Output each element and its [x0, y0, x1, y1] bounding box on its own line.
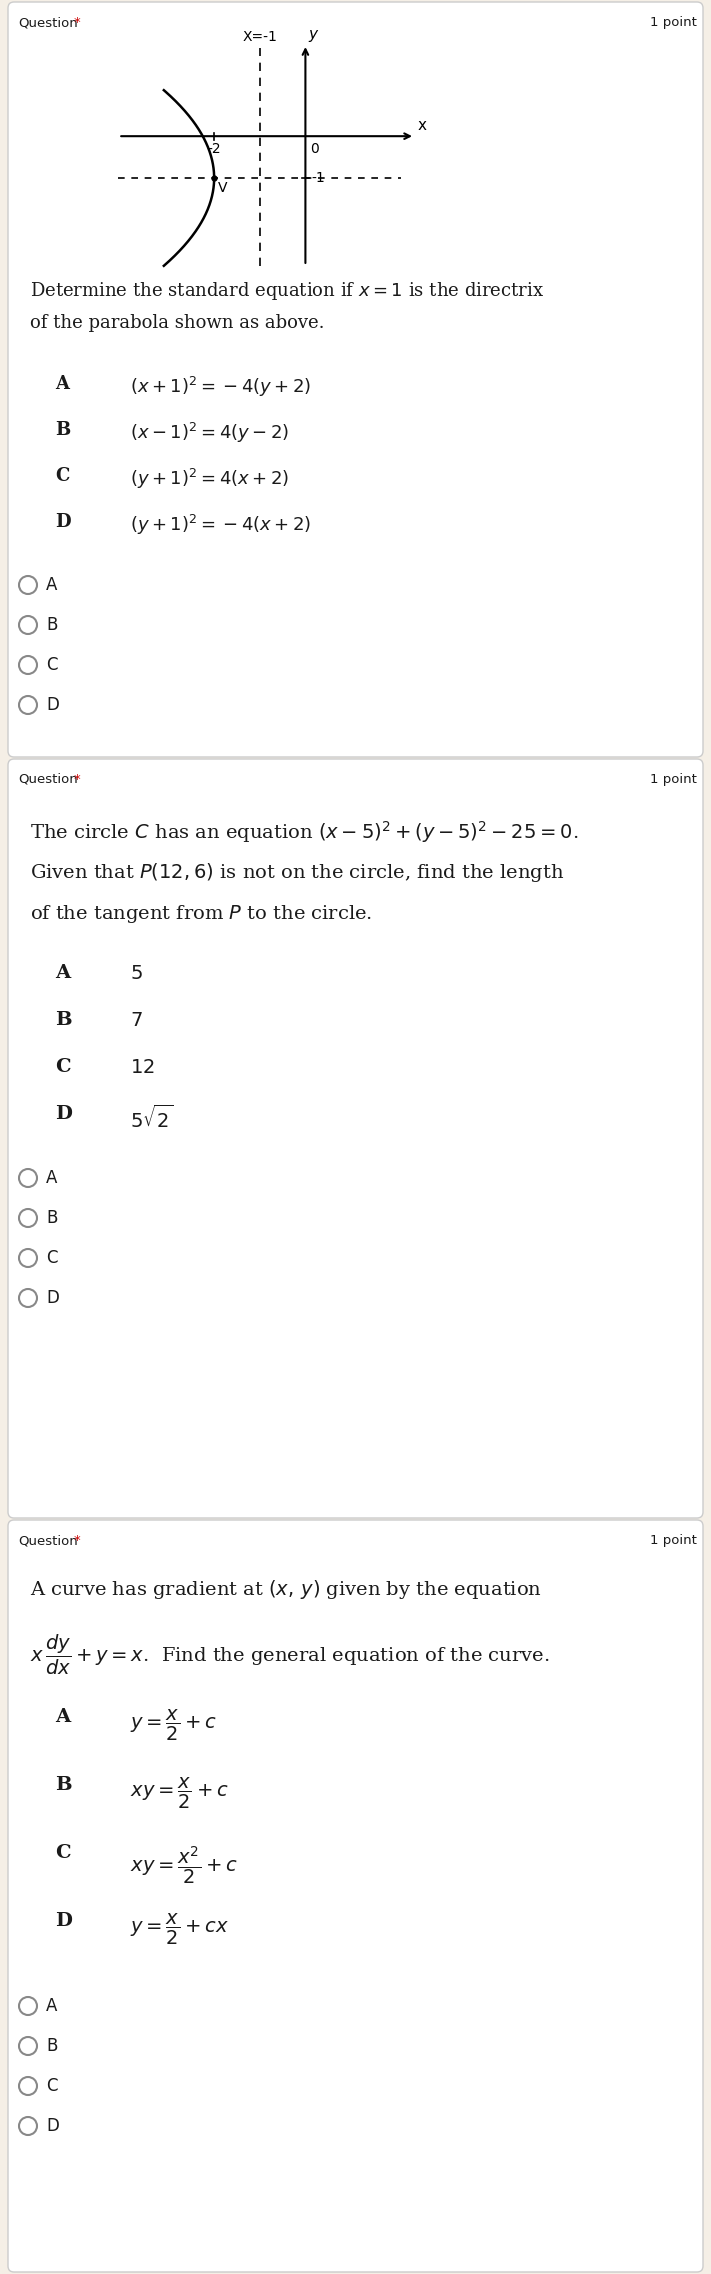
Text: $(x+1)^2=-4(y+2)$: $(x+1)^2=-4(y+2)$	[130, 375, 311, 400]
Text: -1: -1	[311, 171, 325, 184]
Text: C: C	[46, 655, 58, 673]
Text: D: D	[46, 696, 59, 714]
Text: of the parabola shown as above.: of the parabola shown as above.	[30, 314, 324, 332]
Text: 1 point: 1 point	[650, 773, 697, 787]
Text: of the tangent from $P$ to the circle.: of the tangent from $P$ to the circle.	[30, 903, 373, 926]
Text: $xy=\dfrac{x^2}{2}+c$: $xy=\dfrac{x^2}{2}+c$	[130, 1844, 238, 1885]
FancyBboxPatch shape	[8, 2, 703, 757]
Text: 1 point: 1 point	[650, 16, 697, 30]
Text: C: C	[46, 1248, 58, 1267]
Text: B: B	[55, 421, 70, 439]
Text: Question: Question	[18, 1535, 77, 1546]
Text: A: A	[55, 1708, 70, 1726]
Text: D: D	[55, 514, 70, 532]
Text: Given that $P(12,6)$ is not on the circle, find the length: Given that $P(12,6)$ is not on the circl…	[30, 862, 564, 885]
Text: B: B	[46, 616, 58, 634]
Text: $x\,\dfrac{dy}{dx}+y=x$.  Find the general equation of the curve.: $x\,\dfrac{dy}{dx}+y=x$. Find the genera…	[30, 1633, 550, 1678]
Text: Question: Question	[18, 773, 77, 787]
Text: B: B	[46, 1210, 58, 1228]
Text: B: B	[46, 2038, 58, 2056]
FancyBboxPatch shape	[8, 1519, 703, 2272]
Text: A: A	[46, 1997, 58, 2015]
Text: *: *	[74, 16, 81, 30]
Text: 1 point: 1 point	[650, 1535, 697, 1546]
Text: $5\sqrt{2}$: $5\sqrt{2}$	[130, 1105, 173, 1132]
Text: $(y+1)^2=-4(x+2)$: $(y+1)^2=-4(x+2)$	[130, 514, 311, 537]
Text: D: D	[46, 2117, 59, 2135]
Text: C: C	[55, 466, 70, 484]
Text: $(y+1)^2=4(x+2)$: $(y+1)^2=4(x+2)$	[130, 466, 289, 491]
Text: A: A	[46, 575, 58, 594]
Text: $y=\dfrac{x}{2}+cx$: $y=\dfrac{x}{2}+cx$	[130, 1912, 229, 1947]
Text: -2: -2	[208, 143, 221, 157]
Text: $7$: $7$	[130, 1012, 143, 1030]
Text: *: *	[74, 1535, 81, 1546]
Text: C: C	[55, 1057, 70, 1076]
Text: A: A	[46, 1169, 58, 1187]
Text: V: V	[218, 182, 228, 196]
Text: C: C	[46, 2076, 58, 2094]
FancyBboxPatch shape	[8, 760, 703, 1519]
Text: Determine the standard equation if $x=1$ is the directrix: Determine the standard equation if $x=1$…	[30, 280, 544, 302]
Text: B: B	[55, 1776, 72, 1794]
Text: D: D	[55, 1105, 72, 1123]
Text: y: y	[309, 27, 318, 43]
Text: $xy=\dfrac{x}{2}+c$: $xy=\dfrac{x}{2}+c$	[130, 1776, 229, 1810]
Text: Question: Question	[18, 16, 77, 30]
Text: B: B	[55, 1012, 72, 1030]
Text: 0: 0	[310, 143, 319, 157]
Text: A: A	[55, 964, 70, 982]
Text: C: C	[55, 1844, 70, 1862]
Text: $y=\dfrac{x}{2}+c$: $y=\dfrac{x}{2}+c$	[130, 1708, 217, 1744]
Text: x: x	[417, 118, 426, 132]
Text: D: D	[46, 1289, 59, 1308]
Text: D: D	[55, 1912, 72, 1931]
Text: X=-1: X=-1	[242, 30, 277, 43]
Text: A: A	[55, 375, 69, 393]
Text: $(x-1)^2=4(y-2)$: $(x-1)^2=4(y-2)$	[130, 421, 289, 446]
Text: $5$: $5$	[130, 964, 143, 982]
Text: A curve has gradient at $(x,\, y)$ given by the equation: A curve has gradient at $(x,\, y)$ given…	[30, 1578, 542, 1601]
Text: $12$: $12$	[130, 1057, 155, 1078]
Text: The circle $C$ has an equation $(x-5)^2+(y-5)^2-25=0$.: The circle $C$ has an equation $(x-5)^2+…	[30, 819, 579, 846]
Text: *: *	[74, 773, 81, 787]
